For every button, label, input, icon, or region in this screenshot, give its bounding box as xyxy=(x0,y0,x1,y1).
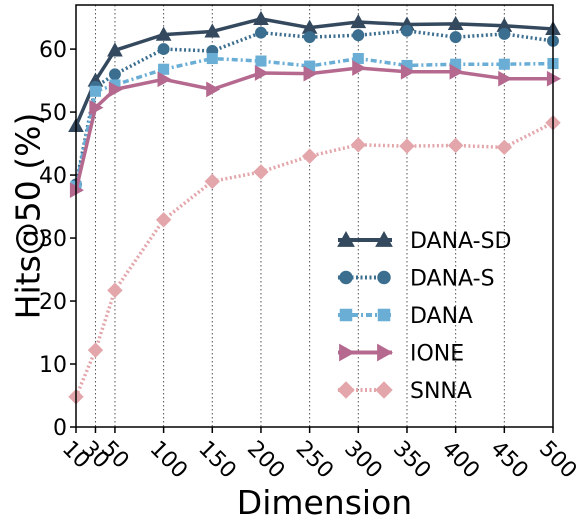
data-point xyxy=(206,52,218,65)
x-tick-label: 400 xyxy=(437,436,484,483)
legend-marker xyxy=(339,343,356,362)
legend-label: SNNA xyxy=(410,379,472,404)
data-point xyxy=(449,63,464,80)
data-point xyxy=(254,26,267,39)
data-point xyxy=(350,137,367,153)
legend-marker xyxy=(377,308,391,322)
legend-marker xyxy=(337,381,355,399)
data-point xyxy=(206,81,221,98)
legend-marker xyxy=(339,270,353,285)
x-tick-label: 150 xyxy=(193,436,240,483)
data-point xyxy=(400,63,416,80)
data-point xyxy=(449,31,462,44)
legend-marker xyxy=(375,381,393,399)
data-point xyxy=(498,28,511,40)
data-point xyxy=(204,23,221,38)
data-point xyxy=(155,26,172,41)
y-tick-label: 50 xyxy=(39,101,67,126)
y-tick-label: 0 xyxy=(53,416,67,441)
legend: DANA-SD DANA-S DANA IONE SNNA xyxy=(337,229,511,404)
data-point xyxy=(255,55,267,67)
y-tick-label: 40 xyxy=(39,164,67,189)
data-point xyxy=(496,139,513,156)
series-line xyxy=(74,29,554,185)
series-line xyxy=(74,66,553,191)
x-axis-title: Dimension xyxy=(237,483,412,522)
legend-marker xyxy=(337,230,355,247)
legend-marker xyxy=(339,308,353,322)
legend-label: IONE xyxy=(410,342,464,367)
legend-label: DANA-S xyxy=(410,267,495,292)
x-tick-label: 300 xyxy=(339,436,386,483)
series-line xyxy=(74,121,554,398)
data-point xyxy=(303,65,318,82)
x-tick-label: 350 xyxy=(388,436,435,483)
x-tick-label: 450 xyxy=(485,436,532,483)
data-point xyxy=(253,10,269,25)
data-point xyxy=(399,138,415,154)
x-tick-label: 200 xyxy=(242,436,289,483)
plot-frame xyxy=(75,4,554,428)
y-axis-title: Hits@50 (%) xyxy=(9,113,48,320)
data-point xyxy=(303,31,316,44)
x-tick-label: 500 xyxy=(534,436,581,483)
y-tick-label: 20 xyxy=(39,290,67,315)
series-ione xyxy=(69,60,562,199)
data-point xyxy=(204,173,220,190)
legend-item: DANA-S xyxy=(338,267,495,292)
series-layer xyxy=(68,10,562,405)
legend-item: DANA xyxy=(338,304,473,329)
data-point xyxy=(352,60,367,76)
y-tick-label: 30 xyxy=(39,227,67,252)
data-point xyxy=(107,282,123,299)
y-axis: 0 10 20 30 40 50 60 xyxy=(39,38,76,441)
data-point xyxy=(155,212,172,228)
data-point xyxy=(498,70,513,87)
legend-item: DANA-SD xyxy=(337,229,511,254)
data-point xyxy=(253,164,269,180)
data-point xyxy=(447,15,464,30)
data-point xyxy=(108,68,121,81)
data-point xyxy=(254,65,269,81)
data-point xyxy=(108,81,123,98)
x-tick-label: 250 xyxy=(291,436,338,483)
legend-marker xyxy=(377,270,391,285)
data-point xyxy=(107,42,123,57)
series-line xyxy=(74,56,554,187)
data-point xyxy=(352,29,365,42)
legend-marker xyxy=(377,343,394,362)
series-dana-s xyxy=(70,24,559,191)
data-point xyxy=(157,43,170,56)
legend-marker xyxy=(375,230,393,247)
y-tick-label: 10 xyxy=(39,353,67,378)
legend-item: SNNA xyxy=(337,379,472,404)
data-point xyxy=(301,148,318,164)
y-tick-label: 60 xyxy=(39,38,67,63)
data-point xyxy=(350,13,367,29)
data-point xyxy=(87,342,104,358)
data-point xyxy=(157,71,172,88)
data-point xyxy=(158,63,170,75)
legend-item: IONE xyxy=(338,342,464,367)
data-point xyxy=(89,85,102,97)
data-point xyxy=(447,137,464,154)
data-point xyxy=(401,24,413,37)
legend-label: DANA xyxy=(410,304,473,329)
x-tick-label: 100 xyxy=(145,436,192,483)
series-snna xyxy=(68,115,561,405)
data-point xyxy=(498,58,510,70)
data-point xyxy=(89,99,104,116)
legend-label: DANA-SD xyxy=(410,229,511,254)
